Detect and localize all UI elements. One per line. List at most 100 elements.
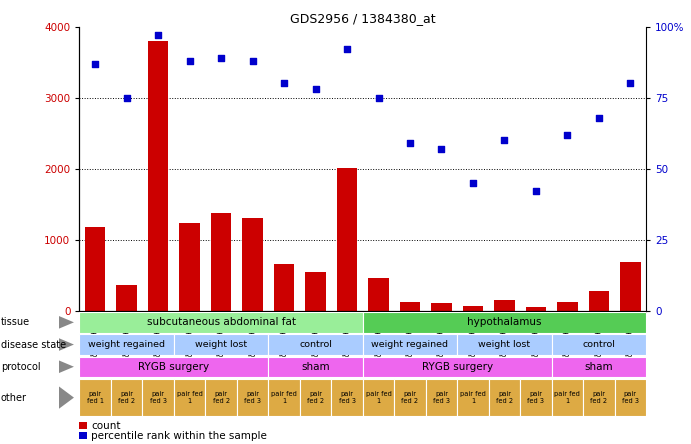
Bar: [79, 357, 268, 377]
Polygon shape: [59, 338, 74, 351]
Bar: [174, 334, 268, 355]
Bar: [589, 291, 609, 311]
Point: [562, 131, 573, 138]
Text: tissue: tissue: [1, 317, 30, 327]
Text: pair
fed 3: pair fed 3: [244, 391, 261, 404]
Text: pair fed
1: pair fed 1: [366, 391, 392, 404]
Text: pair
fed 2: pair fed 2: [401, 391, 419, 404]
Bar: [363, 334, 457, 355]
Point: [121, 94, 132, 101]
Bar: [489, 380, 520, 416]
Point: [499, 137, 510, 144]
Bar: [300, 380, 331, 416]
Bar: [363, 357, 551, 377]
Point: [310, 86, 321, 93]
Bar: [331, 380, 363, 416]
Text: pair
fed 2: pair fed 2: [496, 391, 513, 404]
Text: pair fed
1: pair fed 1: [460, 391, 486, 404]
Point: [467, 179, 478, 186]
Bar: [583, 380, 614, 416]
Bar: [457, 334, 551, 355]
Text: pair
fed 3: pair fed 3: [339, 391, 356, 404]
Bar: [463, 306, 483, 311]
Point: [153, 32, 164, 39]
Point: [278, 80, 290, 87]
Point: [404, 139, 415, 147]
Point: [247, 57, 258, 64]
Bar: [551, 357, 646, 377]
Text: percentile rank within the sample: percentile rank within the sample: [91, 431, 267, 441]
Bar: [111, 380, 142, 416]
Text: pair
fed 3: pair fed 3: [150, 391, 167, 404]
Point: [90, 60, 101, 67]
Bar: [142, 380, 174, 416]
Title: GDS2956 / 1384380_at: GDS2956 / 1384380_at: [290, 12, 435, 25]
Text: pair
fed 3: pair fed 3: [433, 391, 450, 404]
Bar: [363, 380, 395, 416]
Text: protocol: protocol: [1, 362, 40, 372]
Bar: [551, 334, 646, 355]
Bar: [205, 380, 237, 416]
Text: RYGB surgery: RYGB surgery: [138, 362, 209, 372]
Text: RYGB surgery: RYGB surgery: [422, 362, 493, 372]
Text: weight regained: weight regained: [372, 340, 448, 349]
Point: [184, 57, 195, 64]
Polygon shape: [59, 316, 74, 329]
Text: sham: sham: [301, 362, 330, 372]
Text: sham: sham: [585, 362, 613, 372]
Bar: [243, 218, 263, 311]
Bar: [614, 380, 646, 416]
Point: [436, 145, 447, 152]
Text: count: count: [91, 421, 121, 431]
Bar: [274, 264, 294, 311]
Point: [216, 54, 227, 61]
Point: [531, 188, 542, 195]
Bar: [237, 380, 268, 416]
Text: control: control: [299, 340, 332, 349]
Point: [341, 46, 352, 53]
Bar: [337, 168, 357, 311]
Bar: [431, 303, 452, 311]
Bar: [395, 380, 426, 416]
Bar: [268, 380, 300, 416]
Text: pair
fed 1: pair fed 1: [86, 391, 104, 404]
Bar: [620, 262, 641, 311]
Text: weight lost: weight lost: [195, 340, 247, 349]
Text: pair
fed 2: pair fed 2: [213, 391, 229, 404]
Bar: [268, 334, 363, 355]
Text: pair
fed 2: pair fed 2: [118, 391, 135, 404]
Bar: [79, 312, 363, 333]
Text: other: other: [1, 392, 27, 403]
Bar: [148, 41, 169, 311]
Bar: [79, 422, 87, 429]
Bar: [526, 307, 546, 311]
Text: hypothalamus: hypothalamus: [467, 317, 542, 327]
Bar: [79, 432, 87, 440]
Bar: [400, 302, 420, 311]
Text: pair
fed 2: pair fed 2: [590, 391, 607, 404]
Bar: [180, 223, 200, 311]
Polygon shape: [59, 361, 74, 373]
Bar: [363, 312, 646, 333]
Bar: [305, 273, 325, 311]
Bar: [457, 380, 489, 416]
Text: subcutaneous abdominal fat: subcutaneous abdominal fat: [146, 317, 296, 327]
Bar: [117, 285, 137, 311]
Bar: [79, 334, 174, 355]
Text: weight lost: weight lost: [478, 340, 531, 349]
Point: [373, 94, 384, 101]
Text: pair
fed 2: pair fed 2: [307, 391, 324, 404]
Bar: [268, 357, 363, 377]
Text: pair
fed 3: pair fed 3: [622, 391, 639, 404]
Text: disease state: disease state: [1, 340, 66, 349]
Bar: [85, 227, 106, 311]
Polygon shape: [59, 386, 74, 409]
Text: pair
fed 3: pair fed 3: [527, 391, 545, 404]
Bar: [79, 380, 111, 416]
Bar: [551, 380, 583, 416]
Bar: [557, 301, 578, 311]
Bar: [368, 278, 389, 311]
Point: [625, 80, 636, 87]
Bar: [211, 214, 231, 311]
Bar: [174, 380, 205, 416]
